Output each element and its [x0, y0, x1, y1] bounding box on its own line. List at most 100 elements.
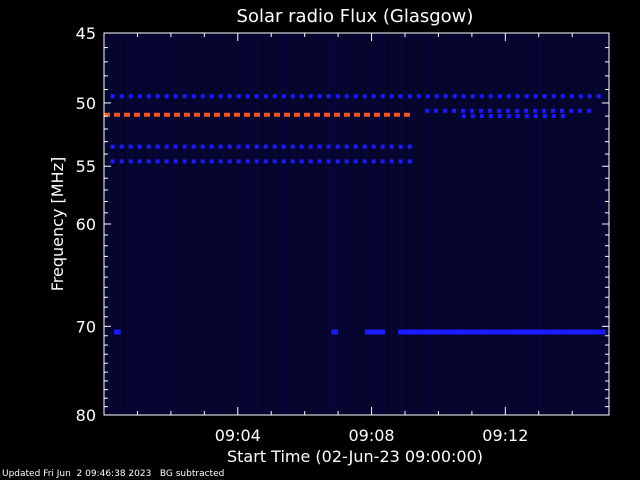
spectrogram-column	[508, 34, 510, 414]
spectrogram-background	[104, 33, 609, 415]
spectrogram-column	[211, 34, 213, 414]
spectrogram-column	[268, 34, 270, 414]
spectrogram-column	[262, 34, 264, 414]
spectrogram-column	[556, 34, 558, 414]
spectrogram-column	[151, 34, 153, 414]
spectrogram-column	[124, 34, 126, 414]
spectrogram-column	[514, 34, 516, 414]
spectrogram-column	[133, 34, 135, 414]
spectrogram-column	[451, 34, 453, 414]
spectrogram-column	[112, 34, 114, 414]
spectrogram-column	[310, 34, 312, 414]
spectrogram-column	[298, 34, 300, 414]
spectrogram-column	[589, 34, 591, 414]
spectrogram-column	[478, 34, 480, 414]
spectrogram-column	[118, 34, 120, 414]
spectrogram-column	[160, 34, 162, 414]
spectrogram-column	[346, 34, 348, 414]
spectrogram-column	[469, 34, 471, 414]
spectrogram-column	[349, 34, 351, 414]
spectrogram-column	[532, 34, 534, 414]
spectrogram-column	[484, 34, 486, 414]
spectrogram-column	[217, 34, 219, 414]
spectrogram-column	[313, 34, 315, 414]
spectrogram-column	[259, 34, 261, 414]
spectrogram-column	[223, 34, 225, 414]
spectrogram-column	[274, 34, 276, 414]
spectrogram-column	[400, 34, 402, 414]
spectrogram-column	[547, 34, 549, 414]
spectrogram-column	[412, 34, 414, 414]
y-tick-label: 45	[76, 24, 96, 43]
spectrogram-column	[526, 34, 528, 414]
spectrogram-column	[121, 34, 123, 414]
spectrogram-column	[385, 34, 387, 414]
spectrogram-column	[226, 34, 228, 414]
spectrogram-column	[187, 34, 189, 414]
spectrogram-column	[196, 34, 198, 414]
plot-area	[104, 33, 609, 415]
spectrogram-column	[181, 34, 183, 414]
x-axis-label: Start Time (02-Jun-23 09:00:00)	[227, 447, 483, 466]
spectrogram-column	[424, 34, 426, 414]
spectrogram-column	[460, 34, 462, 414]
spectrogram-column	[307, 34, 309, 414]
x-tick-label: 09:12	[482, 426, 528, 445]
spectrogram-column	[163, 34, 165, 414]
spectrogram-column	[409, 34, 411, 414]
spectrogram-column	[319, 34, 321, 414]
spectrogram-column	[562, 34, 564, 414]
spectrogram-column	[169, 34, 171, 414]
spectrogram-column	[436, 34, 438, 414]
spectrogram-column	[190, 34, 192, 414]
spectrogram-column	[244, 34, 246, 414]
x-tick-label: 09:04	[215, 426, 261, 445]
spectrogram-column	[250, 34, 252, 414]
spectrogram-column	[511, 34, 513, 414]
spectrogram-column	[550, 34, 552, 414]
spectrogram-column	[193, 34, 195, 414]
spectrogram-column	[577, 34, 579, 414]
chart-title: Solar radio Flux (Glasgow)	[237, 6, 474, 27]
spectrogram-column	[466, 34, 468, 414]
spectrogram-column	[445, 34, 447, 414]
spectrogram-column	[184, 34, 186, 414]
spectrogram-column	[157, 34, 159, 414]
spectrogram-column	[553, 34, 555, 414]
spectrogram-column	[256, 34, 258, 414]
spectrogram-column	[289, 34, 291, 414]
spectrogram-column	[265, 34, 267, 414]
spectrogram-column	[253, 34, 255, 414]
x-axis: 09:04 09:08 09:12	[136, 33, 573, 445]
spectrogram-column	[154, 34, 156, 414]
spectrogram-column	[301, 34, 303, 414]
spectrogram-column	[205, 34, 207, 414]
spectrogram-column	[142, 34, 144, 414]
spectrogram-column	[442, 34, 444, 414]
spectrogram-column	[529, 34, 531, 414]
spectrogram-column	[145, 34, 147, 414]
spectrogram-column	[115, 34, 117, 414]
spectrogram-column	[358, 34, 360, 414]
spectrogram-column	[391, 34, 393, 414]
spectrogram-column	[418, 34, 420, 414]
y-axis: 45 50 55 60 70 80	[76, 24, 609, 425]
spectrogram-column	[127, 34, 129, 414]
spectrogram-column	[172, 34, 174, 414]
spectrogram-column	[178, 34, 180, 414]
spectrogram-column	[574, 34, 576, 414]
spectrogram-column	[505, 34, 507, 414]
spectrogram-column	[439, 34, 441, 414]
spectrogram-column	[247, 34, 249, 414]
spectrogram-column	[376, 34, 378, 414]
spectrogram-column	[493, 34, 495, 414]
spectrogram-column	[475, 34, 477, 414]
spectrogram-column	[337, 34, 339, 414]
spectrogram-column	[364, 34, 366, 414]
spectrogram-column	[352, 34, 354, 414]
spectrogram-column	[199, 34, 201, 414]
spectrogram-column	[490, 34, 492, 414]
spectrogram-column	[229, 34, 231, 414]
spectrogram-column	[373, 34, 375, 414]
spectrogram-column	[520, 34, 522, 414]
